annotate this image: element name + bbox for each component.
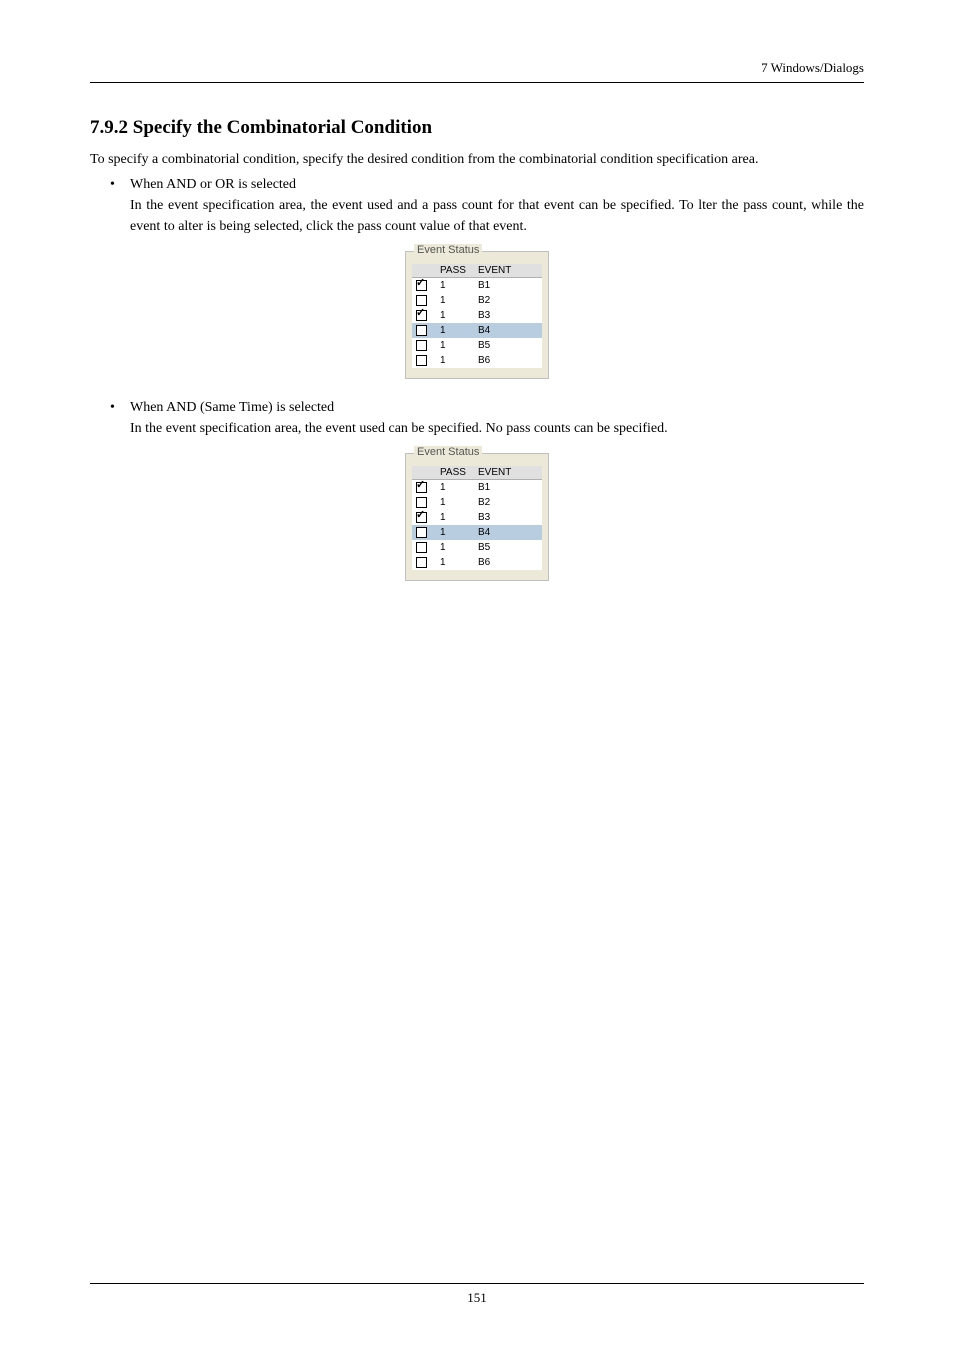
table-row[interactable]: 1B4 xyxy=(412,323,542,338)
event-status-table-1: PASSEVENT1B11B21B31B41B51B6 xyxy=(412,264,542,368)
pass-count-cell[interactable]: 1 xyxy=(436,293,474,308)
pass-count-cell[interactable]: 1 xyxy=(436,525,474,540)
event-checkbox[interactable] xyxy=(416,482,427,493)
bullet1-head: When AND or OR is selected xyxy=(130,177,296,192)
pass-count-cell[interactable]: 1 xyxy=(436,353,474,368)
table-row[interactable]: 1B5 xyxy=(412,540,542,555)
event-name-cell: B2 xyxy=(474,293,542,308)
header-rule xyxy=(90,82,864,83)
page-number: 151 xyxy=(0,1290,954,1306)
intro-paragraph: To specify a combinatorial condition, sp… xyxy=(90,149,864,170)
running-header: 7 Windows/Dialogs xyxy=(90,60,864,76)
event-name-cell: B5 xyxy=(474,540,542,555)
footer-rule xyxy=(90,1283,864,1284)
table-row[interactable]: 1B1 xyxy=(412,480,542,496)
table-row[interactable]: 1B3 xyxy=(412,308,542,323)
bullet1-body: In the event specification area, the eve… xyxy=(130,198,864,234)
bullet2-body: In the event specification area, the eve… xyxy=(130,421,668,436)
event-checkbox[interactable] xyxy=(416,325,427,336)
table-row[interactable]: 1B3 xyxy=(412,510,542,525)
event-status-groupbox-1: Event Status PASSEVENT1B11B21B31B41B51B6 xyxy=(405,251,549,379)
pass-count-cell[interactable]: 1 xyxy=(436,495,474,510)
event-checkbox[interactable] xyxy=(416,512,427,523)
event-checkbox[interactable] xyxy=(416,310,427,321)
pass-count-cell[interactable]: 1 xyxy=(436,555,474,570)
event-checkbox[interactable] xyxy=(416,280,427,291)
event-checkbox[interactable] xyxy=(416,355,427,366)
event-name-cell: B1 xyxy=(474,278,542,294)
event-name-cell: B6 xyxy=(474,555,542,570)
event-checkbox[interactable] xyxy=(416,557,427,568)
section-title: 7.9.2 Specify the Combinatorial Conditio… xyxy=(90,117,864,139)
event-checkbox[interactable] xyxy=(416,542,427,553)
table-row[interactable]: 1B2 xyxy=(412,495,542,510)
event-name-cell: B4 xyxy=(474,525,542,540)
pass-count-cell[interactable]: 1 xyxy=(436,308,474,323)
pass-count-cell[interactable]: 1 xyxy=(436,480,474,496)
pass-count-cell[interactable]: 1 xyxy=(436,540,474,555)
event-name-cell: B5 xyxy=(474,338,542,353)
table-row[interactable]: 1B5 xyxy=(412,338,542,353)
event-name-cell: B3 xyxy=(474,308,542,323)
event-name-cell: B3 xyxy=(474,510,542,525)
bullet-icon: • xyxy=(110,397,130,439)
table-row[interactable]: 1B6 xyxy=(412,353,542,368)
event-checkbox[interactable] xyxy=(416,340,427,351)
event-name-cell: B4 xyxy=(474,323,542,338)
event-name-cell: B6 xyxy=(474,353,542,368)
table-row[interactable]: 1B2 xyxy=(412,293,542,308)
table-row[interactable]: 1B1 xyxy=(412,278,542,294)
event-checkbox[interactable] xyxy=(416,527,427,538)
pass-count-cell[interactable]: 1 xyxy=(436,338,474,353)
bullet2-head: When AND (Same Time) is selected xyxy=(130,400,334,415)
pass-count-cell[interactable]: 1 xyxy=(436,510,474,525)
bullet-icon: • xyxy=(110,174,130,237)
table-row[interactable]: 1B4 xyxy=(412,525,542,540)
event-status-table-2: PASSEVENT1B11B21B31B41B51B6 xyxy=(412,466,542,570)
event-checkbox[interactable] xyxy=(416,295,427,306)
groupbox-title: Event Status xyxy=(414,244,482,256)
groupbox-title: Event Status xyxy=(414,446,482,458)
event-name-cell: B1 xyxy=(474,480,542,496)
pass-count-cell[interactable]: 1 xyxy=(436,278,474,294)
event-status-groupbox-2: Event Status PASSEVENT1B11B21B31B41B51B6 xyxy=(405,453,549,581)
table-row[interactable]: 1B6 xyxy=(412,555,542,570)
event-name-cell: B2 xyxy=(474,495,542,510)
pass-count-cell[interactable]: 1 xyxy=(436,323,474,338)
event-checkbox[interactable] xyxy=(416,497,427,508)
